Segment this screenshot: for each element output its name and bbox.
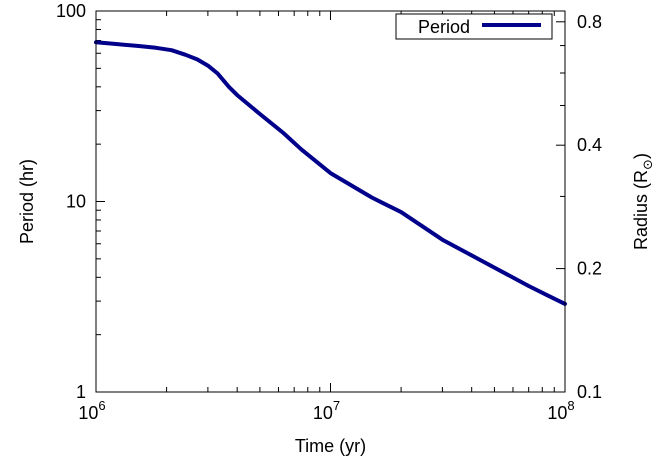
y-tick-label: 100: [56, 1, 86, 21]
y-tick-label: 1: [76, 382, 86, 402]
y2-axis-label-main: Radius (R: [631, 170, 651, 250]
x-tick-label-base: 10: [313, 403, 333, 423]
y2-tick-label: 0.8: [577, 12, 602, 32]
series-layer: [94, 40, 567, 306]
legend-label-period: Period: [418, 17, 470, 37]
y-axis-label: Period (hr): [17, 159, 37, 244]
x-tick-label: 108: [547, 398, 574, 423]
legend: Period: [395, 13, 553, 40]
x-tick-label-exp: 6: [98, 398, 105, 413]
x-axis-label: Time (yr): [295, 436, 366, 456]
x-tick-label-exp: 8: [567, 398, 574, 413]
x-tick-label-base: 10: [78, 403, 98, 423]
plot-frame: [95, 10, 566, 393]
x-tick-label: 107: [313, 398, 340, 423]
x-tick-label-exp: 7: [333, 398, 340, 413]
y2-axis-label: Radius (R⊙): [631, 153, 655, 250]
y2-tick-label: 0.2: [577, 259, 602, 279]
x-tick-label-base: 10: [547, 403, 567, 423]
y-tick-label: 10: [66, 192, 86, 212]
series-line-period: [94, 40, 567, 306]
y2-axis-label-sub: ⊙: [640, 159, 655, 170]
y2-tick-label: 0.4: [577, 135, 602, 155]
x-tick-label: 106: [78, 398, 105, 423]
y2-axis-label-close: ): [631, 153, 651, 159]
y2-tick-label: 0.1: [577, 382, 602, 402]
